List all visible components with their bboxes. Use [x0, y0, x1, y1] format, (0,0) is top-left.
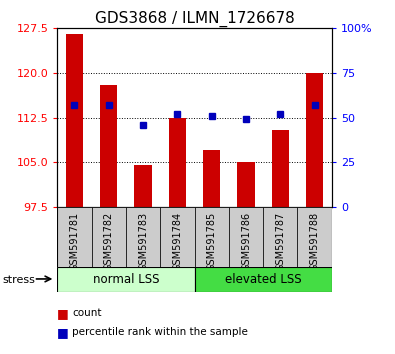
- Bar: [195, 267, 332, 292]
- Text: GSM591782: GSM591782: [104, 212, 114, 271]
- Text: normal LSS: normal LSS: [93, 273, 159, 286]
- Text: GSM591785: GSM591785: [207, 212, 217, 271]
- Bar: [272, 130, 289, 207]
- Bar: [263, 207, 297, 267]
- Bar: [57, 207, 92, 267]
- Bar: [57, 267, 195, 292]
- Text: ■: ■: [57, 326, 69, 338]
- Bar: [229, 207, 263, 267]
- Bar: [134, 165, 152, 207]
- Text: count: count: [72, 308, 102, 318]
- Bar: [126, 207, 160, 267]
- Bar: [237, 162, 255, 207]
- Bar: [160, 207, 195, 267]
- Bar: [195, 207, 229, 267]
- Bar: [92, 207, 126, 267]
- Text: elevated LSS: elevated LSS: [225, 273, 301, 286]
- Text: GSM591787: GSM591787: [275, 212, 285, 271]
- Bar: [66, 34, 83, 207]
- Bar: [297, 207, 332, 267]
- Text: percentile rank within the sample: percentile rank within the sample: [72, 327, 248, 337]
- Bar: [306, 73, 323, 207]
- Text: stress: stress: [2, 275, 35, 285]
- Text: ■: ■: [57, 307, 69, 320]
- Title: GDS3868 / ILMN_1726678: GDS3868 / ILMN_1726678: [95, 11, 294, 27]
- Bar: [100, 85, 117, 207]
- Text: GSM591788: GSM591788: [310, 212, 320, 271]
- Bar: [169, 118, 186, 207]
- Text: GSM591781: GSM591781: [70, 212, 79, 271]
- Bar: [203, 150, 220, 207]
- Text: GSM591786: GSM591786: [241, 212, 251, 271]
- Text: GSM591783: GSM591783: [138, 212, 148, 271]
- Text: GSM591784: GSM591784: [172, 212, 182, 271]
